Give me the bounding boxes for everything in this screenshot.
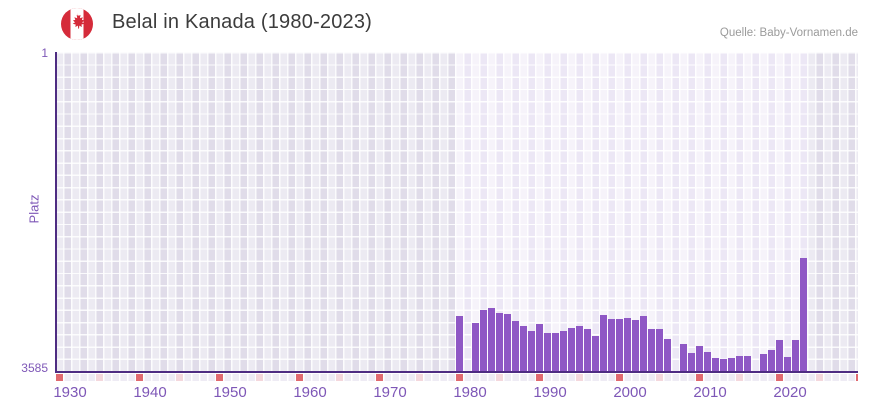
y-axis-label: Platz (26, 194, 42, 224)
half-decade-marker-2005 (656, 374, 663, 381)
bar-1986[interactable] (503, 313, 511, 371)
x-tick-2000: 2000 (613, 384, 647, 401)
bar-1996[interactable] (583, 328, 591, 371)
plot-bg-pre-data-range (55, 52, 455, 371)
bar-2021[interactable] (783, 356, 791, 371)
decade-marker-2030 (856, 374, 858, 381)
bar-2020[interactable] (775, 339, 783, 371)
bar-1990[interactable] (535, 323, 543, 371)
x-tick-1940: 1940 (133, 384, 167, 401)
half-decade-marker-1995 (576, 374, 583, 381)
decade-marker-1970 (376, 374, 383, 381)
chart-title: Belal in Kanada (1980-2023) (112, 11, 373, 33)
canada-flag-icon (61, 8, 93, 40)
x-tick-1970: 1970 (373, 384, 407, 401)
decade-marker-2010 (696, 374, 703, 381)
x-axis-line (55, 371, 858, 373)
bar-1987[interactable] (511, 320, 519, 371)
y-tick-top: 1 (41, 46, 48, 60)
bar-1984[interactable] (487, 307, 495, 371)
decade-marker-1980 (456, 374, 463, 381)
decade-marker-2020 (776, 374, 783, 381)
bar-2000[interactable] (615, 318, 623, 371)
bar-2001[interactable] (623, 317, 631, 371)
x-tick-2020: 2020 (773, 384, 807, 401)
x-tick-2010: 2010 (693, 384, 727, 401)
half-decade-marker-1935 (96, 374, 103, 381)
bar-2004[interactable] (647, 328, 655, 371)
bar-2005[interactable] (655, 328, 663, 371)
bar-1991[interactable] (543, 332, 551, 371)
bar-2011[interactable] (703, 351, 711, 371)
bar-1994[interactable] (567, 327, 575, 371)
y-tick-bottom: 3585 (21, 361, 48, 375)
bar-2002[interactable] (631, 319, 639, 371)
half-decade-marker-1955 (256, 374, 263, 381)
bar-2023[interactable] (799, 257, 807, 371)
bar-2019[interactable] (767, 349, 775, 371)
bar-2015[interactable] (735, 355, 743, 371)
bar-2013[interactable] (719, 358, 727, 371)
bar-2006[interactable] (663, 338, 671, 371)
half-decade-marker-1965 (336, 374, 343, 381)
source-credit: Quelle: Baby-Vornamen.de (719, 27, 858, 39)
decade-marker-1930 (56, 374, 63, 381)
bar-1988[interactable] (519, 325, 527, 371)
half-decade-marker-1975 (416, 374, 423, 381)
bar-1992[interactable] (551, 332, 559, 371)
decade-marker-2000 (616, 374, 623, 381)
half-decade-marker-1985 (496, 374, 503, 381)
x-tick-1960: 1960 (293, 384, 327, 401)
x-tick-1930: 1930 (53, 384, 87, 401)
bar-2022[interactable] (791, 339, 799, 371)
decade-marker-1960 (296, 374, 303, 381)
bar-2009[interactable] (687, 352, 695, 371)
bar-1993[interactable] (559, 330, 567, 371)
bar-1983[interactable] (479, 309, 487, 371)
bar-2012[interactable] (711, 357, 719, 371)
bar-2003[interactable] (639, 315, 647, 371)
bar-1989[interactable] (527, 330, 535, 371)
half-decade-marker-1945 (176, 374, 183, 381)
x-axis-labels: 1930 1940 1950 1960 1970 1980 1990 2000 2010 2020 (53, 384, 858, 406)
x-tick-1950: 1950 (213, 384, 247, 401)
bar-1997[interactable] (591, 335, 599, 371)
bar-1985[interactable] (495, 312, 503, 371)
half-decade-marker-2015 (736, 374, 743, 381)
decade-marker-1950 (216, 374, 223, 381)
decade-marker-1990 (536, 374, 543, 381)
plot-bg-post-data-range (807, 52, 858, 371)
plot-bg-data-range (455, 52, 807, 371)
timeline-marker-strip (55, 374, 858, 381)
bar-2008[interactable] (679, 343, 687, 371)
bar-1995[interactable] (575, 325, 583, 371)
bar-2010[interactable] (695, 345, 703, 371)
bar-1980[interactable] (455, 315, 463, 371)
bar-2014[interactable] (727, 357, 735, 371)
bar-2016[interactable] (743, 355, 751, 371)
x-tick-1990: 1990 (533, 384, 567, 401)
half-decade-marker-2025 (816, 374, 823, 381)
bar-1998[interactable] (599, 314, 607, 371)
bar-2018[interactable] (759, 353, 767, 371)
decade-marker-1940 (136, 374, 143, 381)
y-axis-line (55, 52, 57, 373)
bar-1982[interactable] (471, 322, 479, 371)
x-tick-1980: 1980 (453, 384, 487, 401)
bar-1999[interactable] (607, 318, 615, 371)
plot-area (55, 52, 858, 371)
